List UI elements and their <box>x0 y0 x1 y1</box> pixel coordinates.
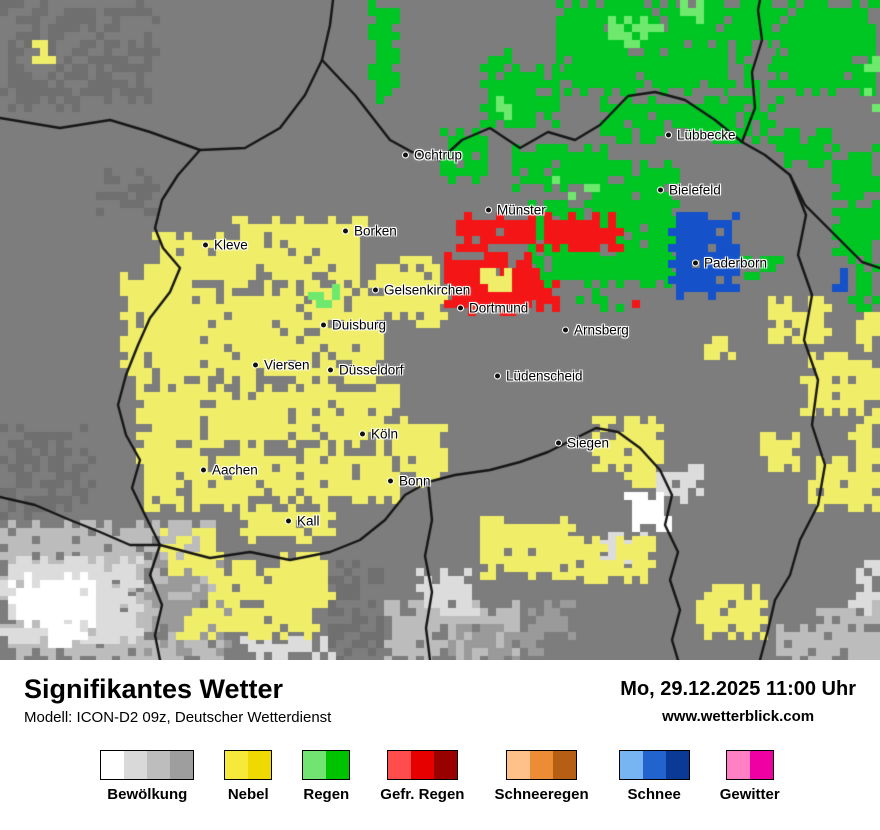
legend-color-cell <box>303 751 327 780</box>
legend-label: Schneeregen <box>494 786 589 804</box>
legend-swatch <box>386 750 458 781</box>
legend-color-cell <box>170 751 194 780</box>
legend-label: Gefr. Regen <box>380 786 465 804</box>
legend-color-cell <box>553 751 577 780</box>
legend-color-cell <box>749 751 773 780</box>
legend-swatch <box>506 750 578 781</box>
legend-swatch <box>302 750 351 781</box>
legend-item: Nebel <box>224 750 273 804</box>
legend-color-cell <box>642 751 666 780</box>
legend-color-cell <box>101 751 125 780</box>
legend-swatch <box>725 750 774 781</box>
legend-color-cell <box>248 751 272 780</box>
footer-header-row: Signifikantes Wetter Modell: ICON-D2 09z… <box>24 674 856 726</box>
legend-item: Regen <box>302 750 351 804</box>
legend-color-cell <box>387 751 411 780</box>
weather-map-canvas <box>0 0 880 660</box>
legend-swatch <box>224 750 273 781</box>
title-block: Signifikantes Wetter Modell: ICON-D2 09z… <box>24 674 331 726</box>
forecast-datetime: Mo, 29.12.2025 11:00 Uhr <box>620 678 856 700</box>
legend-label: Bewölkung <box>107 786 188 804</box>
legend-color-cell <box>433 751 457 780</box>
legend-swatch <box>618 750 690 781</box>
website-url: www.wetterblick.com <box>662 708 815 725</box>
legend-swatch <box>100 750 195 781</box>
legend-color-cell <box>147 751 171 780</box>
legend-label: Regen <box>303 786 350 804</box>
legend-color-cell <box>665 751 689 780</box>
legend-color-cell <box>507 751 531 780</box>
date-block: Mo, 29.12.2025 11:00 Uhr www.wetterblick… <box>620 674 856 725</box>
legend-label: Schnee <box>627 786 681 804</box>
legend-item: Schneeregen <box>494 750 589 804</box>
legend-item: Schnee <box>618 750 690 804</box>
model-info: Modell: ICON-D2 09z, Deutscher Wetterdie… <box>24 709 332 727</box>
map-footer: Signifikantes Wetter Modell: ICON-D2 09z… <box>0 660 880 830</box>
legend-color-cell <box>726 751 750 780</box>
legend-item: Gefr. Regen <box>380 750 464 803</box>
legend-color-cell <box>619 751 643 780</box>
legend-item: Bewölkung <box>100 750 195 804</box>
page-title: Signifikantes Wetter <box>24 674 284 704</box>
legend-label: Nebel <box>227 786 269 804</box>
legend-color-cell <box>124 751 148 780</box>
legend-item: Gewitter <box>720 750 780 803</box>
legend-label: Gewitter <box>719 786 780 804</box>
weather-map-area: Ochtrup Lübbecke Münster Bielefeld Kleve Bork… <box>0 0 880 660</box>
weather-legend: Bewölkung Nebel Regen Gefr. Regen Schneerege… <box>24 750 856 803</box>
legend-color-cell <box>326 751 350 780</box>
legend-color-cell <box>410 751 434 780</box>
legend-color-cell <box>530 751 554 780</box>
legend-color-cell <box>225 751 249 780</box>
